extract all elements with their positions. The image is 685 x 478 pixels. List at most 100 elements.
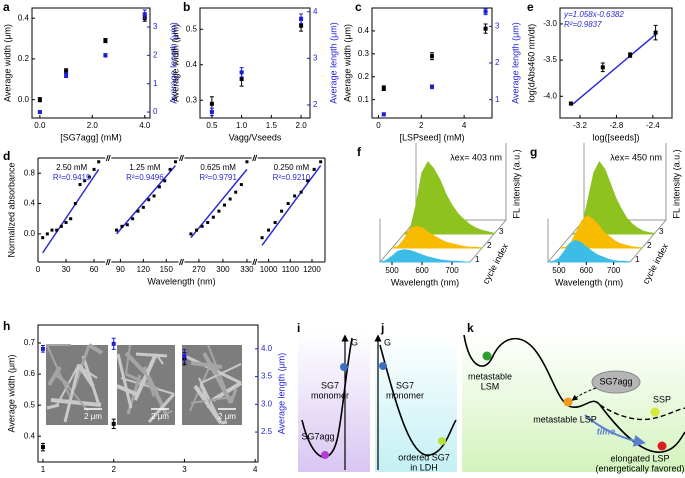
data-point bbox=[141, 205, 145, 209]
y2-axis-label: Average length (μm) bbox=[328, 22, 338, 104]
y-axis-label: FL intensity (a.u.) bbox=[511, 149, 521, 218]
elongated-ball bbox=[657, 441, 667, 451]
data-point bbox=[103, 53, 108, 58]
data-point bbox=[64, 73, 69, 78]
x-tick-label: 1200 bbox=[303, 265, 321, 274]
fiber bbox=[135, 352, 168, 358]
y-tick-label: 0.8 bbox=[24, 168, 36, 177]
cycle-index-label: 2 bbox=[487, 241, 492, 250]
y-axis-label: Average width (μm) bbox=[2, 24, 12, 102]
x-tick-label: 150 bbox=[160, 265, 174, 274]
background bbox=[298, 332, 370, 472]
y-tick-label: 0.3 bbox=[358, 49, 370, 58]
x-tick-label: 1100 bbox=[282, 265, 300, 274]
data-point bbox=[45, 232, 49, 236]
x-axis-label: Vagg/Vseeds bbox=[229, 132, 282, 142]
data-point bbox=[483, 26, 488, 31]
panel-label: f bbox=[357, 145, 362, 159]
data-point bbox=[163, 179, 167, 183]
x-tick-label: 30 bbox=[62, 265, 71, 274]
y-tick-label: 0.5 bbox=[24, 400, 36, 409]
monomer-ball bbox=[340, 363, 348, 371]
data-point bbox=[267, 228, 271, 232]
segment-label: 0.625 mM bbox=[200, 163, 236, 172]
y2-tick-label: 2.5 bbox=[261, 427, 273, 436]
y2-tick-label: 3 bbox=[153, 22, 158, 31]
scale-bar-label: 2 μm bbox=[151, 412, 169, 421]
data-point bbox=[92, 167, 96, 171]
data-point bbox=[50, 228, 54, 232]
data-point bbox=[280, 209, 284, 213]
z-axis-label: cycle index bbox=[641, 241, 671, 285]
y-axis-label: Normalized absorbance bbox=[6, 162, 16, 257]
data-point bbox=[209, 101, 214, 106]
x-tick-label: 0.0 bbox=[34, 121, 46, 130]
fiber bbox=[124, 351, 148, 376]
x-tick-label: -3.2 bbox=[573, 121, 587, 130]
segment-frame bbox=[111, 157, 179, 263]
data-point bbox=[200, 224, 204, 228]
fiber bbox=[199, 382, 211, 409]
data-point bbox=[55, 228, 59, 232]
data-point bbox=[286, 202, 290, 206]
y-axis-label: Average width (μm) bbox=[170, 24, 180, 102]
data-point bbox=[206, 221, 210, 225]
x-tick-label: 500 bbox=[552, 266, 566, 275]
fiber bbox=[145, 373, 155, 398]
annotation: R²=0.9837 bbox=[564, 20, 602, 29]
data-point bbox=[168, 167, 172, 171]
data-point bbox=[147, 198, 151, 202]
plot-frame bbox=[371, 7, 493, 119]
x-tick-label: -2.8 bbox=[610, 121, 624, 130]
fiber bbox=[77, 363, 95, 388]
spectrum-area bbox=[402, 161, 495, 235]
data-point bbox=[653, 30, 658, 35]
data-point bbox=[182, 354, 187, 359]
arrow bbox=[571, 387, 597, 401]
data-point bbox=[306, 179, 310, 183]
x-tick-label: 1.0 bbox=[236, 121, 248, 130]
x-axis-label: Wavelength (nm) bbox=[555, 277, 623, 287]
x-tick-label: 600 bbox=[580, 266, 594, 275]
x-tick-label: 4.0 bbox=[139, 121, 151, 130]
x-tick-label: 60 bbox=[90, 265, 99, 274]
label: ordered SG7 bbox=[398, 452, 450, 462]
plot-frame bbox=[199, 7, 311, 119]
scale-bar-label: 2 μm bbox=[218, 412, 236, 421]
fiber bbox=[200, 363, 242, 384]
spectrum-area bbox=[379, 249, 470, 263]
data-point bbox=[136, 209, 140, 213]
label: SG7 bbox=[396, 380, 414, 390]
x-axis-label: [LSPseed] (mM) bbox=[399, 132, 464, 142]
time-arrow bbox=[584, 414, 646, 447]
panel-label: c bbox=[355, 0, 362, 14]
data-point bbox=[299, 16, 304, 21]
data-point bbox=[111, 341, 116, 346]
fiber bbox=[220, 420, 228, 425]
scale-bar-label: 2 μm bbox=[84, 412, 102, 421]
data-point bbox=[189, 232, 193, 236]
energy-curve bbox=[379, 344, 457, 456]
x-tick-label: 700 bbox=[445, 266, 459, 275]
data-point bbox=[628, 53, 633, 58]
y2-axis-label: Average length (μm) bbox=[168, 22, 178, 104]
data-point bbox=[69, 217, 73, 221]
data-point bbox=[293, 194, 297, 198]
fiber bbox=[202, 352, 233, 404]
y2-axis-label: Average length (μm) bbox=[510, 22, 520, 104]
fiber bbox=[133, 353, 158, 401]
data-point bbox=[37, 97, 42, 102]
data-point bbox=[312, 167, 316, 171]
data-point bbox=[319, 160, 323, 164]
y-tick-label: -3.5 bbox=[543, 55, 557, 64]
background bbox=[375, 332, 457, 472]
plot-frame bbox=[37, 324, 259, 463]
data-point bbox=[73, 202, 77, 206]
y-tick-label: 0.0 bbox=[24, 229, 36, 238]
y-axis-label: Average width (μm) bbox=[6, 354, 16, 432]
segment-label: 1.25 mM bbox=[129, 163, 160, 172]
lsm-ball bbox=[482, 351, 492, 361]
segment-frame bbox=[184, 157, 252, 263]
y-tick-label: 0.2 bbox=[18, 54, 30, 63]
